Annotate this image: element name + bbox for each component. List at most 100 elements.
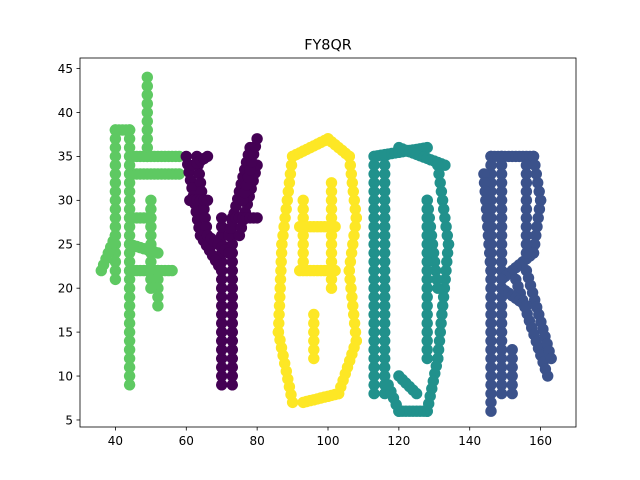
data-point [274, 282, 286, 294]
data-point [123, 133, 136, 145]
data-point [141, 115, 153, 128]
data-point [123, 282, 136, 294]
data-point [379, 352, 391, 365]
data-point [421, 203, 433, 215]
data-point [434, 177, 446, 189]
data-point [325, 256, 338, 268]
data-point [145, 238, 157, 250]
data-point [109, 141, 122, 154]
data-point [198, 203, 210, 215]
data-point [520, 203, 533, 215]
x-tick-label: 120 [387, 434, 410, 448]
data-point [274, 273, 287, 286]
data-point [437, 300, 449, 312]
data-point [495, 221, 508, 233]
x-tick-label: 40 [108, 434, 123, 448]
data-point [226, 335, 238, 347]
data-point [95, 264, 108, 277]
data-point [436, 194, 449, 206]
data-point [226, 326, 238, 338]
data-point [382, 379, 394, 391]
data-point [297, 229, 309, 242]
data-point [478, 168, 490, 180]
y-tick-label: 30 [58, 194, 73, 208]
data-point [368, 379, 380, 391]
data-point [495, 300, 508, 312]
data-point [530, 168, 542, 180]
data-point [379, 300, 391, 312]
data-point [297, 212, 309, 224]
data-point [441, 229, 453, 242]
data-point [495, 370, 508, 382]
data-point [325, 177, 338, 189]
data-point [349, 221, 361, 233]
data-point [216, 352, 228, 365]
data-point [368, 273, 380, 286]
data-point [297, 221, 309, 233]
data-point [379, 326, 391, 338]
data-point [421, 326, 433, 338]
data-point [379, 203, 391, 215]
data-point [485, 282, 497, 294]
data-point [482, 221, 494, 233]
data-point [368, 194, 380, 206]
data-point [439, 273, 451, 286]
data-point [350, 212, 362, 224]
y-axis: 5 10 15 20 25 30 35 40 45 [58, 62, 80, 427]
data-point [529, 159, 541, 171]
data-point [297, 396, 309, 409]
data-point [226, 317, 238, 329]
data-point [421, 221, 433, 233]
data-point [533, 185, 545, 198]
data-point [200, 221, 213, 233]
data-point [216, 291, 228, 303]
data-point [123, 344, 136, 356]
data-point [123, 379, 136, 391]
data-point [226, 291, 238, 303]
data-point [379, 159, 391, 171]
series-1 [95, 71, 185, 391]
data-point [495, 335, 508, 347]
data-point [123, 326, 136, 338]
data-point [325, 229, 338, 242]
data-point [226, 273, 238, 286]
data-point [495, 229, 508, 242]
data-point [284, 168, 297, 180]
data-point [442, 238, 455, 250]
data-point [152, 300, 164, 312]
data-point [109, 221, 122, 233]
data-point [275, 247, 288, 259]
y-tick-label: 10 [58, 369, 73, 383]
data-point [152, 291, 164, 303]
data-point [123, 300, 136, 312]
data-point [216, 335, 228, 347]
data-point [368, 203, 380, 215]
data-point [485, 300, 497, 312]
data-point [325, 238, 338, 250]
y-tick-label: 15 [58, 325, 73, 339]
data-point [141, 106, 153, 119]
data-point [410, 387, 423, 400]
data-point [485, 159, 497, 171]
data-point [421, 212, 433, 224]
data-point [495, 177, 508, 189]
data-point [226, 256, 238, 268]
data-point [123, 361, 136, 373]
data-point [347, 238, 359, 250]
data-point [109, 185, 122, 198]
data-point [123, 185, 136, 198]
data-point [344, 273, 356, 286]
data-point [216, 212, 228, 224]
data-point [495, 159, 508, 171]
data-point [440, 264, 452, 277]
data-point [145, 229, 157, 242]
data-point [520, 238, 533, 250]
data-point [275, 264, 287, 277]
data-point [368, 159, 380, 171]
data-point [441, 247, 454, 259]
data-point [368, 256, 380, 268]
data-point [495, 247, 508, 259]
data-point [285, 159, 298, 171]
data-point [325, 264, 338, 277]
